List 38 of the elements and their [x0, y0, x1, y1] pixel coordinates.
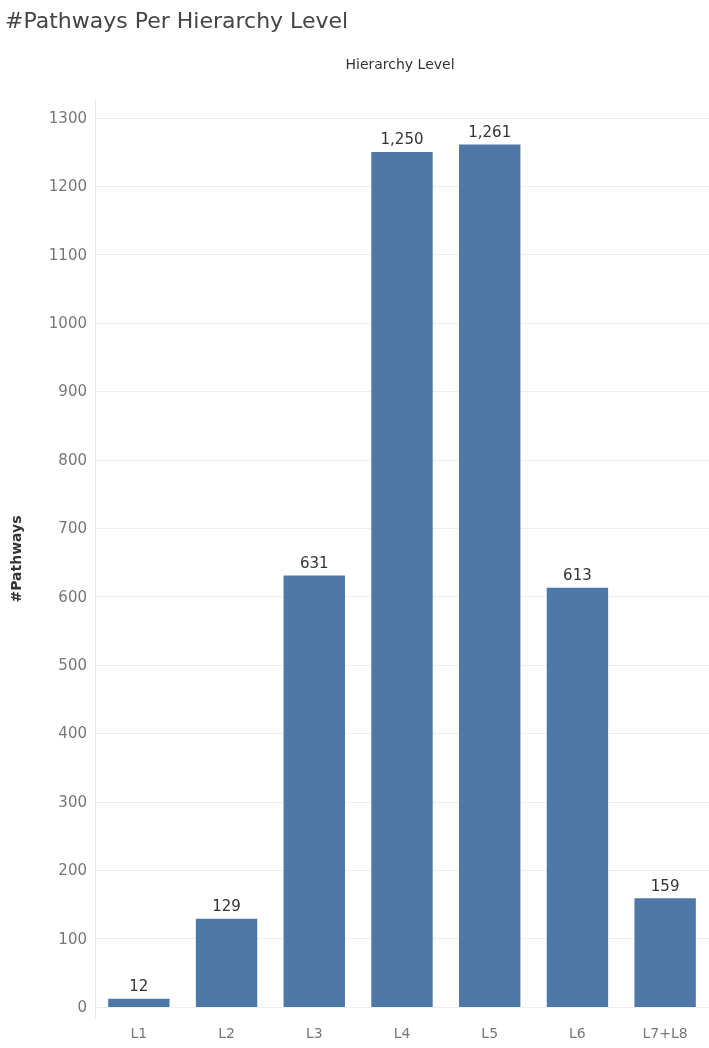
chart-title: #Pathways Per Hierarchy Level [5, 7, 349, 33]
x-tick-label: L4 [393, 1025, 411, 1041]
y-tick-label: 300 [58, 792, 87, 811]
bar [459, 144, 521, 1008]
x-tick-label: L5 [481, 1025, 499, 1041]
y-tick-label: 700 [58, 519, 87, 538]
x-tick-label: L2 [218, 1025, 235, 1041]
y-tick-label: 0 [77, 998, 87, 1017]
y-tick-label: 1000 [48, 314, 87, 332]
y-tick-label: 800 [58, 450, 87, 469]
bar [546, 587, 609, 1008]
y-tick-label: 400 [58, 724, 87, 743]
data-label: 613 [563, 566, 592, 585]
data-label: 1,250 [380, 130, 424, 149]
y-tick-label: 500 [58, 656, 87, 675]
bar [195, 918, 258, 1008]
bar [634, 898, 696, 1008]
data-label: 12 [129, 977, 149, 996]
x-tick-label: L6 [569, 1025, 586, 1041]
data-label: 129 [212, 897, 241, 916]
x-axis-title: Hierarchy Level [345, 56, 455, 72]
y-tick-label: 1300 [48, 108, 87, 127]
x-tick-label: L3 [305, 1025, 323, 1041]
bar [371, 151, 433, 1008]
x-tick-label: L1 [130, 1025, 148, 1041]
y-axis-title: #Pathways [8, 515, 24, 603]
data-label: 631 [299, 553, 329, 572]
y-tick-label: 1200 [48, 177, 87, 196]
y-tick-label: 900 [58, 382, 87, 401]
bar [283, 575, 345, 1008]
y-tick-label: 200 [58, 861, 87, 880]
bar [108, 998, 170, 1008]
y-tick-label: 600 [58, 587, 87, 606]
data-label: 1,261 [468, 122, 512, 141]
data-label: 159 [650, 876, 680, 895]
y-tick-label: 1100 [48, 245, 87, 264]
y-tick-label: 100 [58, 929, 87, 948]
x-tick-label: L7+L8 [642, 1025, 688, 1041]
